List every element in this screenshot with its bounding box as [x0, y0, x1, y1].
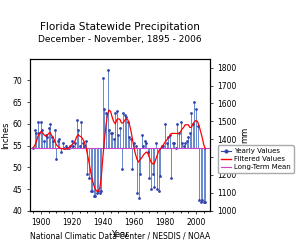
Legend: Yearly Values, Filtered Values, Long-Term Mean: Yearly Values, Filtered Values, Long-Ter… [218, 145, 293, 173]
Text: December - November, 1895 - 2006: December - November, 1895 - 2006 [38, 35, 202, 44]
Text: National Climatic Data Center / NESDIS / NOAA: National Climatic Data Center / NESDIS /… [30, 231, 210, 240]
Text: Florida Statewide Precipitation: Florida Statewide Precipitation [40, 22, 200, 32]
X-axis label: Year: Year [111, 230, 129, 239]
Y-axis label: Inches: Inches [1, 121, 10, 148]
Y-axis label: mm: mm [240, 127, 249, 143]
